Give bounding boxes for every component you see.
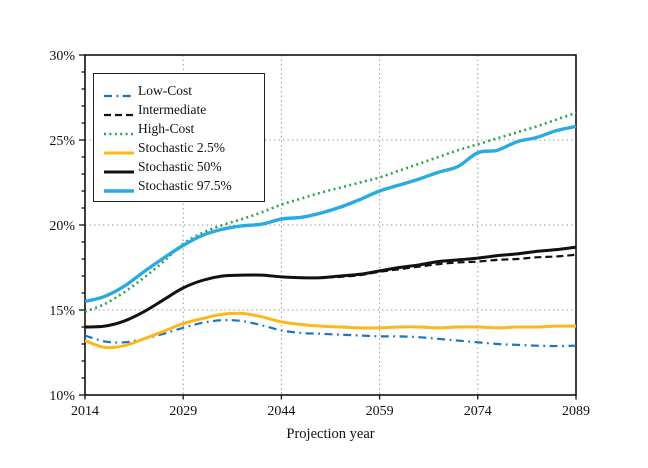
x-tick-label: 2029 <box>169 404 197 419</box>
x-tick-label: 2089 <box>562 404 590 419</box>
x-tick-label: 2074 <box>464 404 492 419</box>
y-tick-label: 30% <box>49 49 75 64</box>
legend-label: Stochastic 2.5% <box>138 140 225 155</box>
legend-line-sample <box>103 163 135 173</box>
legend-label: Low-Cost <box>138 83 192 98</box>
y-tick-label: 20% <box>49 219 75 234</box>
x-tick-label: 2014 <box>71 404 99 419</box>
y-tick-label: 25% <box>49 134 75 149</box>
x-tick-label: 2044 <box>267 404 295 419</box>
y-tick-label: 10% <box>49 389 75 404</box>
legend-line-sample <box>103 87 135 97</box>
legend-line-sample <box>103 144 135 154</box>
legend-line-sample <box>103 125 135 135</box>
x-axis-title: Projection year <box>286 426 375 442</box>
legend-label: Stochastic 50% <box>138 159 222 174</box>
legend-label: Intermediate <box>138 102 207 117</box>
y-tick-label: 15% <box>49 304 75 319</box>
legend-label: Stochastic 97.5% <box>138 178 232 193</box>
legend-label: High-Cost <box>138 121 195 136</box>
legend-line-sample <box>103 106 135 116</box>
legend-item-stochastic-50: Stochastic 50% <box>103 157 258 176</box>
series-line-stochastic-50 <box>84 245 577 329</box>
series-line-stochastic-97-5 <box>84 124 577 304</box>
x-tick-label: 2059 <box>366 404 394 419</box>
legend-item-stochastic-2-5: Stochastic 2.5% <box>103 138 258 157</box>
series-line-stochastic-2-5 <box>84 311 577 350</box>
legend-line-sample <box>103 182 135 193</box>
chart-legend: Low-Cost Intermediate High-Cost Stochastic … <box>93 73 265 202</box>
plot-frame <box>84 54 577 396</box>
legend-item-low-cost: Low-Cost <box>103 81 258 100</box>
legend-item-intermediate: Intermediate <box>103 100 258 119</box>
legend-item-stochastic-97-5: Stochastic 97.5% <box>103 176 258 195</box>
legend-item-high-cost: High-Cost <box>103 119 258 138</box>
series-line-low-cost <box>84 318 577 348</box>
